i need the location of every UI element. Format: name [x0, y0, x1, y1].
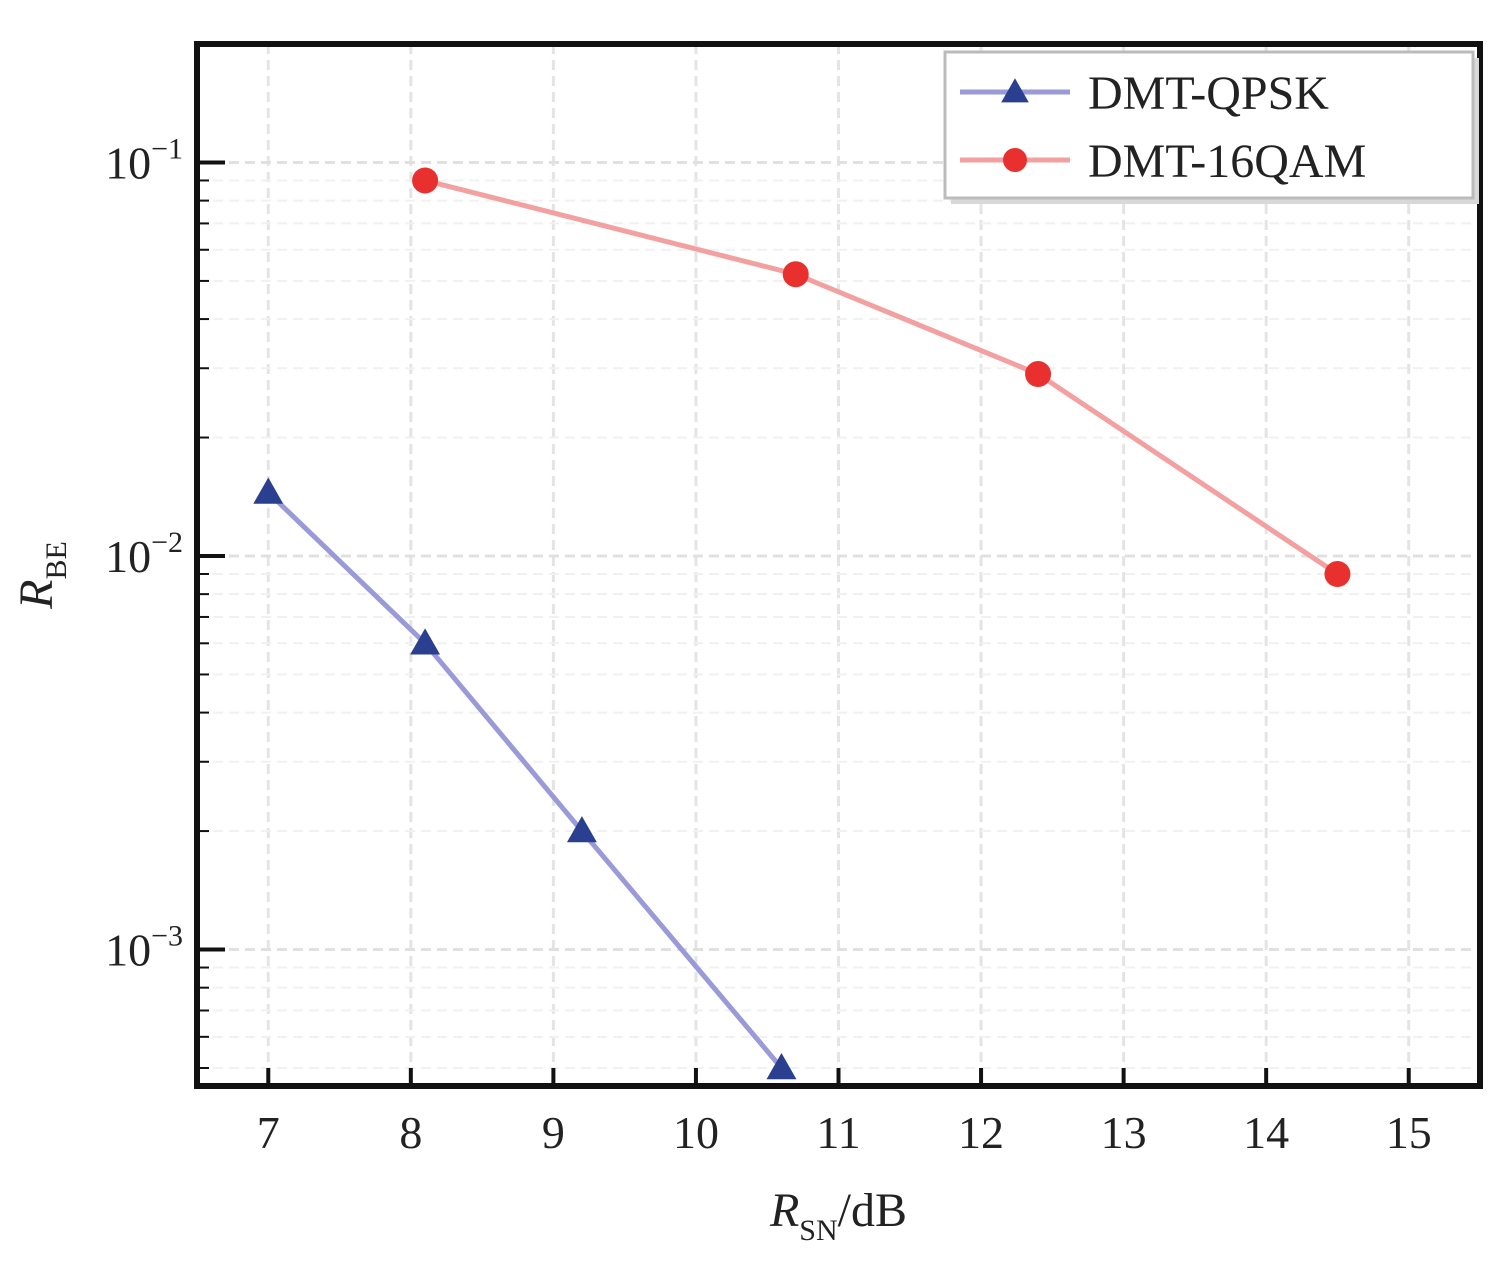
y-axis-title: RBE [10, 541, 73, 610]
axis-ticks [197, 43, 1411, 1086]
x-tick-label: 9 [542, 1107, 565, 1158]
axis-labels: 7 8 9 10 11 12 13 14 15 10−1 10−2 10−3 RSN/dB RBE [10, 132, 1432, 1247]
x-tick-label: 8 [399, 1107, 422, 1158]
y-tick-label: 10−3 [105, 920, 183, 976]
x-tick-label: 15 [1386, 1107, 1432, 1158]
y-tick-label: 10−1 [105, 132, 183, 188]
legend-item-1: DMT-QPSK [960, 67, 1329, 120]
series-line [424, 178, 1339, 577]
legend-label: DMT-QPSK [1088, 67, 1329, 120]
data-point [410, 628, 441, 655]
legend-marker [1001, 78, 1029, 103]
series-line [266, 490, 784, 1070]
data-point [766, 1053, 797, 1080]
x-tick-label: 12 [958, 1107, 1004, 1158]
data-point [1025, 361, 1052, 388]
x-tick-label: 13 [1101, 1107, 1147, 1158]
legend-marker [1003, 148, 1027, 172]
data-point [782, 261, 809, 288]
series-layer [253, 167, 1351, 1080]
legend-label: DMT-16QAM [1088, 135, 1366, 188]
data-point [412, 167, 439, 194]
x-tick-label: 11 [816, 1107, 860, 1158]
x-tick-label: 14 [1243, 1107, 1289, 1158]
data-point [566, 816, 597, 843]
data-point [1324, 561, 1351, 588]
data-point [253, 477, 284, 504]
legend: DMT-QPSK DMT-16QAM [943, 50, 1479, 204]
legend-box [943, 50, 1475, 200]
y-tick-label: 10−2 [105, 526, 183, 582]
x-axis-title: RSN/dB [769, 1184, 907, 1247]
series-2 [412, 167, 1351, 588]
x-tick-label: 7 [257, 1107, 280, 1158]
series-1 [253, 477, 797, 1080]
legend-item-2: DMT-16QAM [960, 135, 1366, 188]
grid [197, 43, 1480, 1086]
x-tick-label: 10 [673, 1107, 719, 1158]
